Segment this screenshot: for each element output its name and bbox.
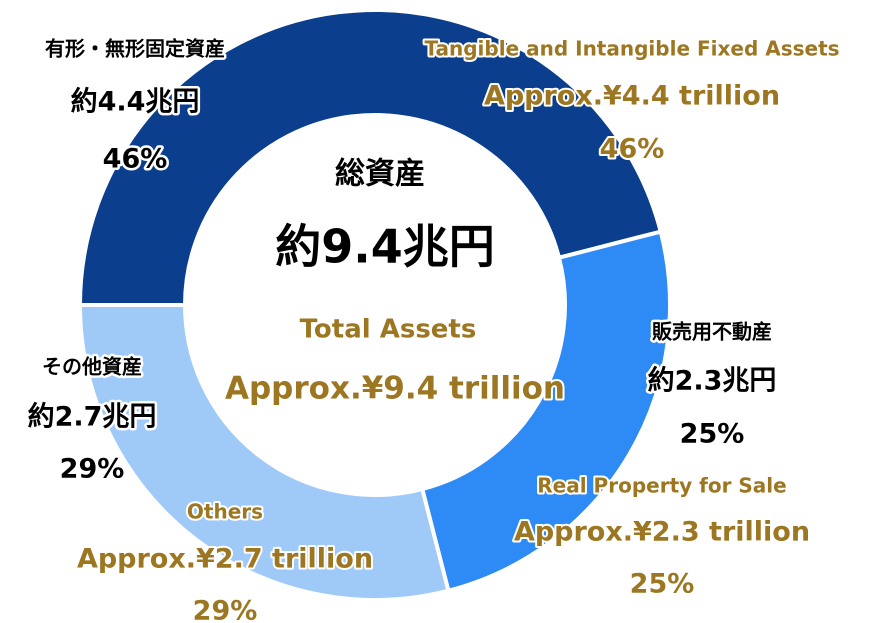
- category-label-en: Tangible and Intangible Fixed Assets: [424, 37, 839, 61]
- center-amount-en: Approx.¥9.4 trillion: [225, 371, 565, 407]
- center-title-en: Total Assets: [300, 315, 477, 345]
- value-label: 25%: [680, 419, 745, 450]
- value-label-en: 25%: [630, 569, 695, 600]
- category-label: その他資産: [42, 355, 142, 379]
- value-label-en: 46%: [600, 134, 665, 165]
- amount-label: 約4.4兆円: [71, 86, 200, 118]
- amount-label-en: Approx.¥2.7 trillion: [77, 544, 373, 575]
- slice: [419, 229, 672, 594]
- category-label: 有形・無形固定資産: [45, 37, 225, 61]
- slice: [77, 303, 451, 602]
- amount-label: 約2.3兆円: [648, 365, 777, 397]
- value-label-en: 29%: [193, 596, 258, 623]
- amount-label-en: Approx.¥4.4 trillion: [484, 81, 780, 112]
- slice: [77, 8, 664, 307]
- category-label: 販売用不動産: [652, 320, 772, 344]
- amount-label-en: Approx.¥2.3 trillion: [514, 517, 810, 548]
- value-label: 29%: [60, 454, 125, 485]
- value-label: 46%: [103, 144, 168, 175]
- amount-label: 約2.7兆円: [28, 401, 157, 433]
- category-label-en: Others: [187, 500, 263, 524]
- center-title: 総資産: [335, 157, 425, 192]
- donut: [77, 8, 672, 602]
- center-amount: 約9.4兆円: [275, 220, 495, 274]
- category-label-en: Real Property for Sale: [537, 474, 786, 498]
